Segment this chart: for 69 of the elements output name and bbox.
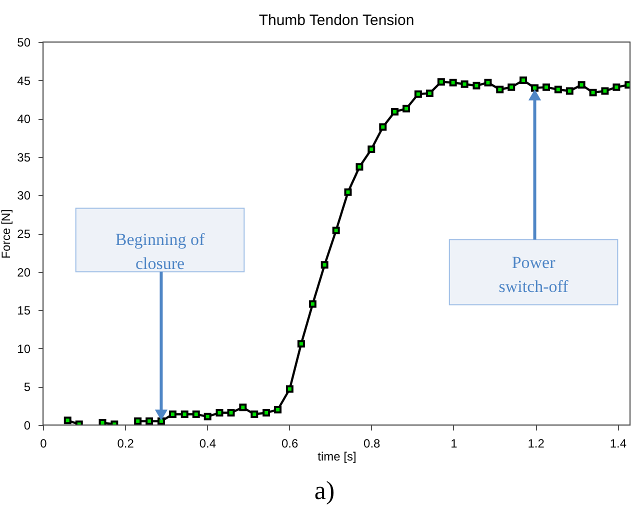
point xyxy=(320,261,328,269)
y-tick-label: 5 xyxy=(24,380,31,394)
point xyxy=(286,385,294,393)
point xyxy=(449,78,457,86)
point xyxy=(180,410,188,418)
y-tick-label: 40 xyxy=(17,112,31,126)
x-tick-label: 0.2 xyxy=(117,436,134,450)
point xyxy=(262,409,270,416)
chart-title: Thumb Tendon Tension xyxy=(258,12,414,29)
x-tick-label: 0 xyxy=(40,436,48,450)
point xyxy=(542,83,550,91)
y-tick-label: 15 xyxy=(17,304,31,318)
y-tick-label: 0 xyxy=(24,418,31,432)
point xyxy=(589,88,597,96)
y-tick-label: 10 xyxy=(17,342,31,356)
point xyxy=(612,83,620,91)
point xyxy=(368,146,376,153)
point xyxy=(308,300,316,308)
point xyxy=(520,76,528,84)
point xyxy=(250,410,258,418)
x-axis-title: time [s] xyxy=(318,450,356,464)
y-tick-label: 45 xyxy=(17,74,31,88)
y-tick-label: 20 xyxy=(17,265,31,280)
point xyxy=(239,404,247,412)
point xyxy=(402,104,410,112)
point xyxy=(64,416,72,424)
point xyxy=(227,409,235,416)
point xyxy=(531,84,539,92)
y-tick-label: 25 xyxy=(17,227,31,241)
x-tick-label: 0.4 xyxy=(199,436,216,450)
point xyxy=(566,87,574,95)
x-tick-label: 1 xyxy=(450,436,458,450)
point xyxy=(192,410,200,418)
x-tick-label: 1.4 xyxy=(610,436,627,450)
point xyxy=(426,90,434,98)
point xyxy=(379,123,387,131)
x-tick-label: 1.2 xyxy=(528,436,545,450)
point xyxy=(274,406,282,414)
point xyxy=(437,78,445,86)
point xyxy=(168,410,176,418)
x-tick-label: 0.8 xyxy=(364,436,381,450)
y-axis-title: Force [N] xyxy=(0,209,14,259)
point xyxy=(554,86,562,94)
point xyxy=(134,417,142,425)
point xyxy=(216,409,224,416)
x-tick-label: 0.6 xyxy=(281,436,298,450)
point xyxy=(344,188,352,196)
point xyxy=(578,81,586,89)
text: a) xyxy=(314,476,335,505)
point xyxy=(472,82,480,90)
point xyxy=(98,418,106,425)
point xyxy=(391,108,399,116)
point xyxy=(460,80,468,88)
point xyxy=(356,163,364,171)
y-tick-label: 35 xyxy=(17,150,31,164)
annotation: Power switch-off xyxy=(498,253,569,296)
y-tick-label: 50 xyxy=(17,36,31,50)
point xyxy=(496,86,504,94)
point xyxy=(157,417,165,425)
y-tick-label: 30 xyxy=(17,188,31,203)
point xyxy=(484,78,492,86)
annotation: Beginning of closure xyxy=(115,230,205,274)
point xyxy=(508,83,516,91)
point xyxy=(146,417,154,425)
point xyxy=(297,340,305,348)
point xyxy=(204,412,212,420)
point xyxy=(601,87,609,95)
point xyxy=(332,226,340,234)
point xyxy=(414,90,422,98)
